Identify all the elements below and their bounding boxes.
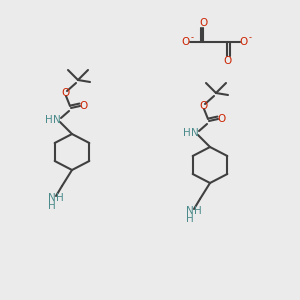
Text: N: N: [53, 115, 61, 125]
Text: O: O: [223, 56, 231, 66]
Text: H: H: [48, 201, 56, 211]
Text: O: O: [199, 18, 207, 28]
Text: H: H: [45, 115, 53, 125]
Text: N: N: [191, 128, 199, 138]
Text: -: -: [190, 34, 194, 43]
Text: O: O: [80, 101, 88, 111]
Text: H: H: [186, 214, 194, 224]
Text: O: O: [218, 114, 226, 124]
Text: O: O: [62, 88, 70, 98]
Text: O: O: [182, 37, 190, 47]
Text: H: H: [194, 206, 202, 216]
Text: N: N: [186, 206, 194, 216]
Text: H: H: [183, 128, 191, 138]
Text: -: -: [248, 34, 251, 43]
Text: O: O: [240, 37, 248, 47]
Text: N: N: [48, 193, 56, 203]
Text: O: O: [200, 101, 208, 111]
Text: H: H: [56, 193, 64, 203]
